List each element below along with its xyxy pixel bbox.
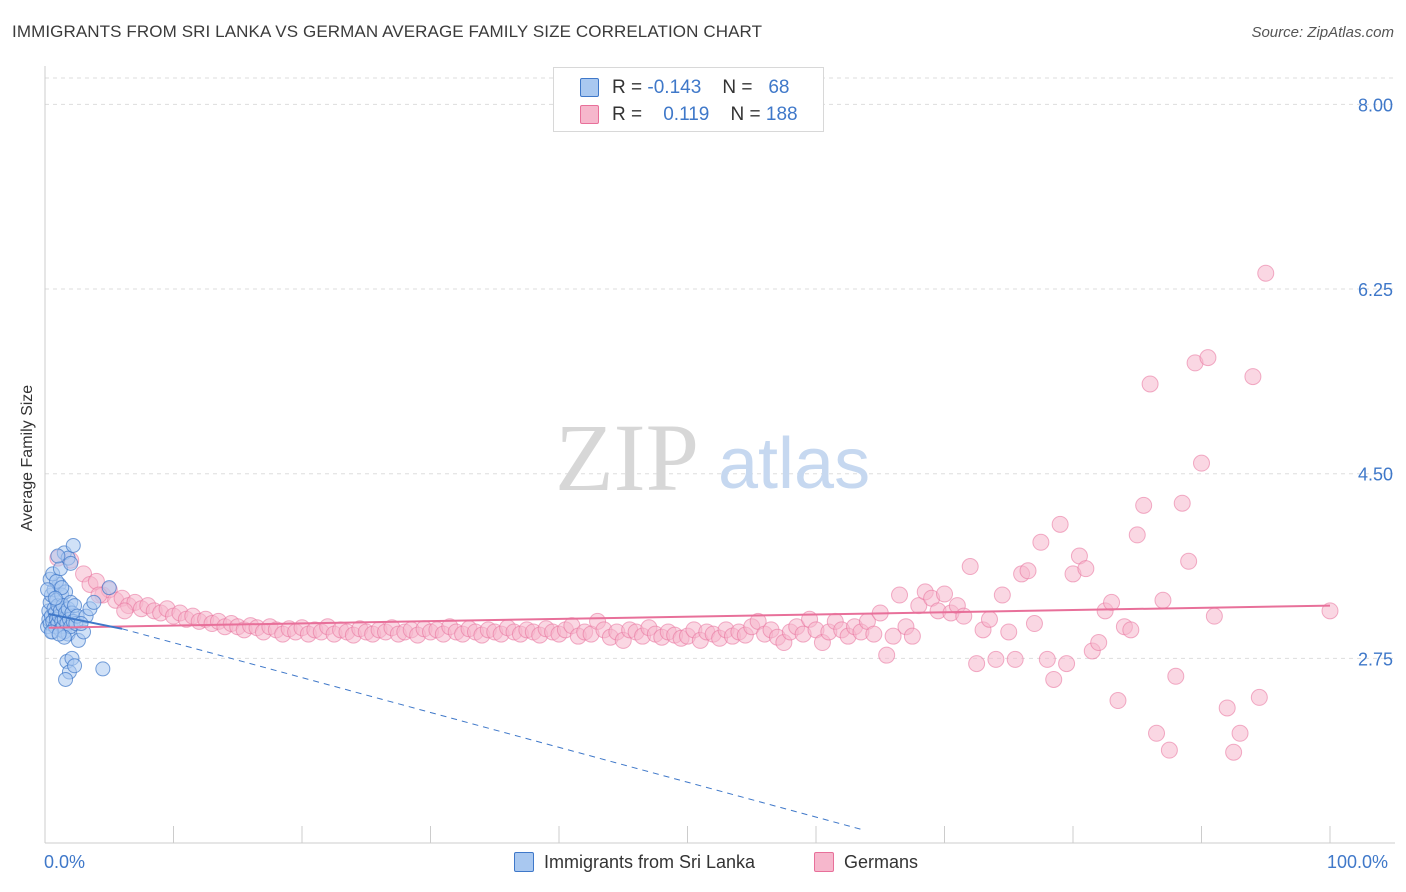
legend-n-label: N = <box>722 77 753 98</box>
chart-title: IMMIGRANTS FROM SRI LANKA VS GERMAN AVER… <box>12 22 763 41</box>
germans-point <box>1199 349 1217 367</box>
germans-point <box>1321 602 1339 620</box>
bottom-legend-swatch-blue <box>514 852 534 872</box>
legend-swatch-blue <box>580 78 599 97</box>
germans-point <box>1109 692 1127 710</box>
germans-point <box>1154 591 1172 609</box>
bottom-legend-germans: Germans <box>814 852 918 873</box>
sri-lanka-point <box>50 548 66 564</box>
bottom-legend-swatch-pink <box>814 852 834 872</box>
legend-r-value: -0.143 <box>647 77 702 98</box>
bottom-legend-sri-lanka: Immigrants from Sri Lanka <box>514 852 755 873</box>
germans-point <box>1038 650 1056 668</box>
sri-lanka-point <box>51 626 67 642</box>
legend-r-label: R = <box>612 104 643 125</box>
germans-point <box>987 650 1005 668</box>
germans-point <box>1000 623 1018 641</box>
germans-point <box>1090 634 1108 652</box>
sri-lanka-point <box>95 661 111 677</box>
germans-point <box>1244 368 1262 386</box>
bottom-legend-label-sri-lanka: Immigrants from Sri Lanka <box>544 852 756 872</box>
germans-point <box>1193 454 1210 472</box>
germans-point <box>955 607 973 625</box>
germans-point <box>993 586 1011 604</box>
germans-point <box>1173 494 1191 512</box>
germans-point <box>1006 650 1024 668</box>
sri-lanka-point <box>58 671 74 687</box>
sri-lanka-trend-extension <box>121 628 862 830</box>
germans-point <box>1019 562 1037 580</box>
germans-point <box>1141 375 1159 393</box>
germans-point <box>980 610 998 628</box>
y-tick-labels: 2.75 4.50 6.25 8.00 <box>1358 95 1393 669</box>
sri-lanka-points <box>40 537 117 687</box>
germans-point <box>1231 724 1249 742</box>
germans-point <box>1225 743 1243 761</box>
sri-lanka-point <box>65 537 81 553</box>
germans-point <box>884 627 902 645</box>
germans-point <box>1167 667 1185 685</box>
watermark-zip: ZIP <box>555 404 699 511</box>
watermark: ZIP atlas <box>555 404 870 511</box>
y-tick-label: 2.75 <box>1358 649 1393 669</box>
germans-point <box>968 655 986 673</box>
source-label: Source: ZipAtlas.com <box>1251 24 1394 41</box>
germans-point <box>1025 615 1043 633</box>
germans-point <box>1257 264 1275 282</box>
germans-point <box>116 602 134 620</box>
legend-swatch-pink <box>580 105 599 124</box>
germans-point <box>1160 741 1178 759</box>
germans-point <box>961 558 979 576</box>
germans-point <box>1135 496 1153 514</box>
germans-point <box>1051 515 1069 533</box>
legend-n-value: 68 <box>768 77 790 98</box>
germans-point <box>903 627 921 645</box>
axes <box>44 66 1395 844</box>
correlation-legend: R = -0.143 N = 68 R = 0.119 N = 188 <box>553 67 824 132</box>
legend-r-label: R = <box>612 77 643 98</box>
sri-lanka-trend-line <box>48 613 123 630</box>
germans-point <box>891 586 909 604</box>
germans-point <box>1218 699 1236 717</box>
x-tick-max: 100.0% <box>1327 852 1389 872</box>
legend-n-label: N = <box>730 104 761 125</box>
y-tick-label: 4.50 <box>1358 465 1393 485</box>
germans-point <box>1180 552 1198 570</box>
germans-point <box>1148 724 1166 742</box>
germans-trend-line <box>48 604 1331 629</box>
germans-point <box>1103 593 1121 611</box>
germans-point <box>1077 560 1095 578</box>
legend-n-value: 188 <box>765 104 798 125</box>
legend-r-value: 0.119 <box>663 104 710 125</box>
y-tick-label: 8.00 <box>1358 95 1393 115</box>
germans-point <box>878 646 896 664</box>
sri-lanka-point <box>86 594 102 610</box>
sri-lanka-point <box>47 590 63 606</box>
germans-point <box>1128 526 1146 544</box>
x-tick-min: 0.0% <box>44 852 86 872</box>
germans-point <box>936 585 953 603</box>
germans-point <box>1045 670 1063 688</box>
germans-point <box>1205 607 1223 625</box>
sri-lanka-point <box>67 658 83 674</box>
sri-lanka-point <box>101 580 117 596</box>
sri-lanka-point <box>63 555 79 571</box>
germans-point <box>1032 533 1050 551</box>
germans-point <box>1058 655 1076 673</box>
watermark-atlas: atlas <box>718 424 870 504</box>
germans-point <box>865 625 883 643</box>
germans-point <box>1250 688 1268 706</box>
germans-point <box>1122 621 1140 639</box>
y-tick-label: 6.25 <box>1358 280 1393 300</box>
trend-lines <box>48 604 1331 830</box>
germans-points <box>49 264 1339 761</box>
bottom-legend-label-germans: Germans <box>844 852 919 872</box>
